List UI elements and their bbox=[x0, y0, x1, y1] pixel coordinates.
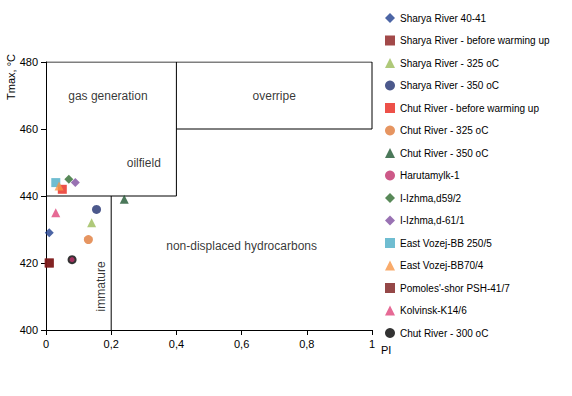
svg-text:460: 460 bbox=[20, 123, 38, 135]
svg-text:Harutamylk-1: Harutamylk-1 bbox=[400, 170, 460, 181]
svg-text:420: 420 bbox=[20, 257, 38, 269]
svg-text:0,6: 0,6 bbox=[234, 338, 249, 350]
svg-text:Kolvinsk-K14/6: Kolvinsk-K14/6 bbox=[400, 305, 467, 316]
svg-text:Chut River - 325 oC: Chut River - 325 oC bbox=[400, 125, 488, 136]
svg-text:immature: immature bbox=[94, 261, 108, 311]
svg-text:0,8: 0,8 bbox=[299, 338, 314, 350]
svg-text:0,2: 0,2 bbox=[104, 338, 119, 350]
svg-text:East Vozej-BB 250/5: East Vozej-BB 250/5 bbox=[400, 238, 492, 249]
svg-text:Chut River - 300 oC: Chut River - 300 oC bbox=[400, 328, 488, 339]
svg-text:overripe: overripe bbox=[253, 89, 297, 103]
svg-text:I-Izhma,d-61/1: I-Izhma,d-61/1 bbox=[400, 215, 465, 226]
svg-text:480: 480 bbox=[20, 56, 38, 68]
svg-text:Pomoles'-shor PSH-41/7: Pomoles'-shor PSH-41/7 bbox=[400, 283, 510, 294]
svg-text:Sharya River 40-41: Sharya River 40-41 bbox=[400, 13, 487, 24]
svg-text:Sharya River - before warming: Sharya River - before warming up bbox=[400, 35, 550, 46]
svg-text:gas generation: gas generation bbox=[68, 89, 147, 103]
svg-text:1: 1 bbox=[369, 338, 375, 350]
svg-text:Sharya River - 350 oC: Sharya River - 350 oC bbox=[400, 80, 499, 91]
svg-text:Chut River - before warming up: Chut River - before warming up bbox=[400, 103, 539, 114]
svg-text:440: 440 bbox=[20, 190, 38, 202]
svg-text:oilfield: oilfield bbox=[127, 156, 161, 170]
svg-text:400: 400 bbox=[20, 324, 38, 336]
svg-text:I-Izhma,d59/2: I-Izhma,d59/2 bbox=[400, 193, 462, 204]
svg-text:East Vozej-BB70/4: East Vozej-BB70/4 bbox=[400, 260, 484, 271]
svg-text:Chut River - 350 oC: Chut River - 350 oC bbox=[400, 148, 488, 159]
svg-text:Tmax, °C: Tmax, °C bbox=[5, 54, 17, 100]
svg-text:Sharya River - 325 oC: Sharya River - 325 oC bbox=[400, 58, 499, 69]
svg-text:0,4: 0,4 bbox=[169, 338, 184, 350]
svg-text:PI: PI bbox=[381, 344, 391, 356]
svg-text:non-displaced hydrocarbons: non-displaced hydrocarbons bbox=[166, 239, 317, 253]
svg-text:0: 0 bbox=[43, 338, 49, 350]
